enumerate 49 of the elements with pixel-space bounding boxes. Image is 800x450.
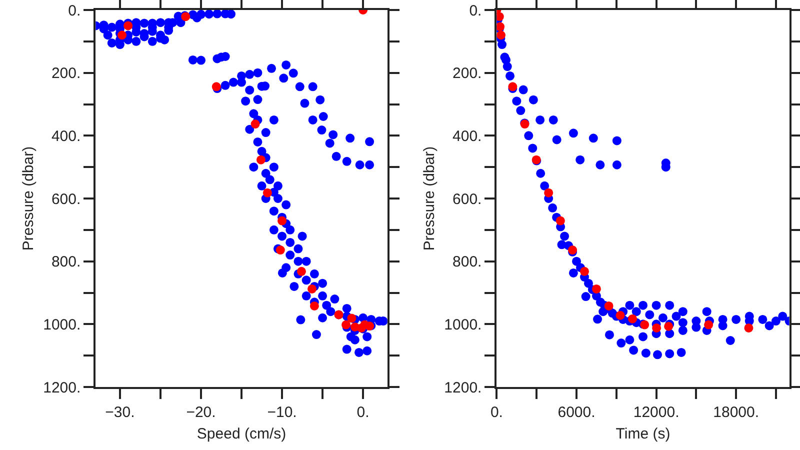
point bbox=[652, 323, 662, 332]
x-axis-title: Speed (cm/s) bbox=[196, 426, 286, 442]
x-tick-label: 18000. bbox=[713, 404, 760, 421]
point bbox=[308, 284, 317, 294]
y-axis-title: Pressure (dbar) bbox=[420, 146, 438, 251]
point bbox=[276, 246, 285, 255]
y-tick-label: 600. bbox=[452, 190, 482, 208]
point bbox=[296, 266, 306, 276]
point bbox=[310, 301, 319, 310]
y-tick-label: 400. bbox=[452, 128, 482, 145]
x-tick-label: −10. bbox=[267, 404, 297, 421]
x-tick-label: −30. bbox=[105, 404, 135, 421]
y-axis-title: Pressure (dbar) bbox=[20, 146, 37, 251]
y-tick-label: 200. bbox=[51, 65, 81, 82]
y-tick-label: 1000. bbox=[43, 316, 81, 334]
y-tick-label: 400. bbox=[51, 128, 81, 145]
x-tick-label: 12000. bbox=[633, 404, 680, 421]
y-tick-label: 800. bbox=[452, 254, 482, 271]
x-tick-label: 0. bbox=[490, 404, 503, 421]
point bbox=[628, 314, 637, 324]
x-tick-label: 6000. bbox=[558, 404, 596, 421]
y-tick-label: 600. bbox=[51, 190, 81, 208]
point bbox=[256, 155, 266, 164]
point bbox=[592, 284, 601, 294]
point bbox=[262, 188, 272, 198]
point bbox=[496, 30, 506, 40]
y-tick-label: 1200. bbox=[444, 379, 482, 396]
point bbox=[118, 30, 127, 40]
point bbox=[342, 320, 351, 330]
y-tick-label: 0. bbox=[469, 2, 482, 20]
point bbox=[556, 216, 565, 226]
x-tick-label: 0. bbox=[356, 404, 370, 421]
x-axis-title: Time (s) bbox=[616, 426, 670, 442]
point bbox=[704, 320, 714, 330]
y-tick-label: 200. bbox=[452, 65, 482, 82]
x-tick-label: −20. bbox=[186, 404, 216, 421]
point bbox=[580, 266, 589, 276]
point bbox=[124, 21, 133, 30]
y-tick-label: 0. bbox=[68, 2, 81, 20]
y-tick-label: 1200. bbox=[43, 379, 81, 396]
y-tick-label: 1000. bbox=[444, 316, 482, 334]
point bbox=[604, 301, 614, 310]
point bbox=[744, 323, 754, 332]
point bbox=[616, 310, 625, 320]
point bbox=[250, 120, 260, 129]
point bbox=[278, 216, 287, 226]
point bbox=[544, 188, 554, 198]
point bbox=[347, 314, 356, 323]
y-tick-label: 800. bbox=[51, 254, 81, 271]
